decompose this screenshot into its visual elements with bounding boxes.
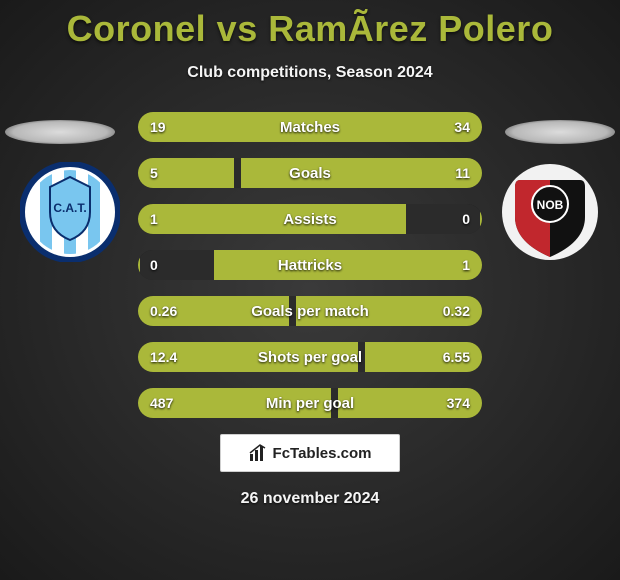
brand-badge: FcTables.com	[220, 434, 400, 472]
bar-fill-right	[338, 388, 482, 418]
bar-gap	[331, 388, 338, 418]
stat-row: 511Goals	[138, 158, 482, 188]
footer-date: 26 november 2024	[0, 490, 620, 508]
stat-row: 1934Matches	[138, 112, 482, 142]
brand-text: FcTables.com	[273, 445, 372, 462]
stat-row: 10Assists	[138, 204, 482, 234]
bar-fill-left	[138, 204, 406, 234]
bar-fill-left	[138, 388, 331, 418]
bar-chart-icon	[249, 444, 267, 462]
player-shadow-left	[5, 120, 115, 144]
page-subtitle: Club competitions, Season 2024	[0, 64, 620, 82]
bar-fill-left	[138, 296, 289, 326]
bar-fill-right	[296, 296, 482, 326]
cat-crest-icon: C.A.T.	[20, 162, 120, 262]
stat-row: 12.46.55Shots per goal	[138, 342, 482, 372]
svg-text:NOB: NOB	[537, 198, 564, 212]
bar-fill-left	[138, 158, 234, 188]
page-title: Coronel vs RamÃ­rez Polero	[0, 0, 620, 50]
bar-fill-left	[138, 112, 269, 142]
club-crest-left: C.A.T.	[20, 162, 120, 262]
bar-fill-right	[241, 158, 482, 188]
bar-gap	[289, 296, 296, 326]
club-crest-right: NOB	[500, 162, 600, 262]
nob-crest-icon: NOB	[500, 162, 600, 262]
bar-fill-right	[480, 204, 482, 234]
bar-fill-right	[365, 342, 482, 372]
bar-fill-right	[214, 250, 482, 280]
comparison-stage: C.A.T. NOB 1934Matches 511Goals 10Assists 0…	[0, 112, 620, 418]
bar-fill-right	[269, 112, 482, 142]
stat-row: 487374Min per goal	[138, 388, 482, 418]
bar-gap	[358, 342, 365, 372]
stat-row: 0.260.32Goals per match	[138, 296, 482, 326]
player-shadow-right	[505, 120, 615, 144]
bar-gap	[234, 158, 241, 188]
bar-fill-left	[138, 342, 358, 372]
stat-row: 01Hattricks	[138, 250, 482, 280]
stat-bars: 1934Matches 511Goals 10Assists 01Hattricks 0…	[138, 112, 482, 418]
svg-text:C.A.T.: C.A.T.	[53, 201, 86, 215]
bar-gap	[406, 204, 480, 234]
bar-gap	[140, 250, 214, 280]
